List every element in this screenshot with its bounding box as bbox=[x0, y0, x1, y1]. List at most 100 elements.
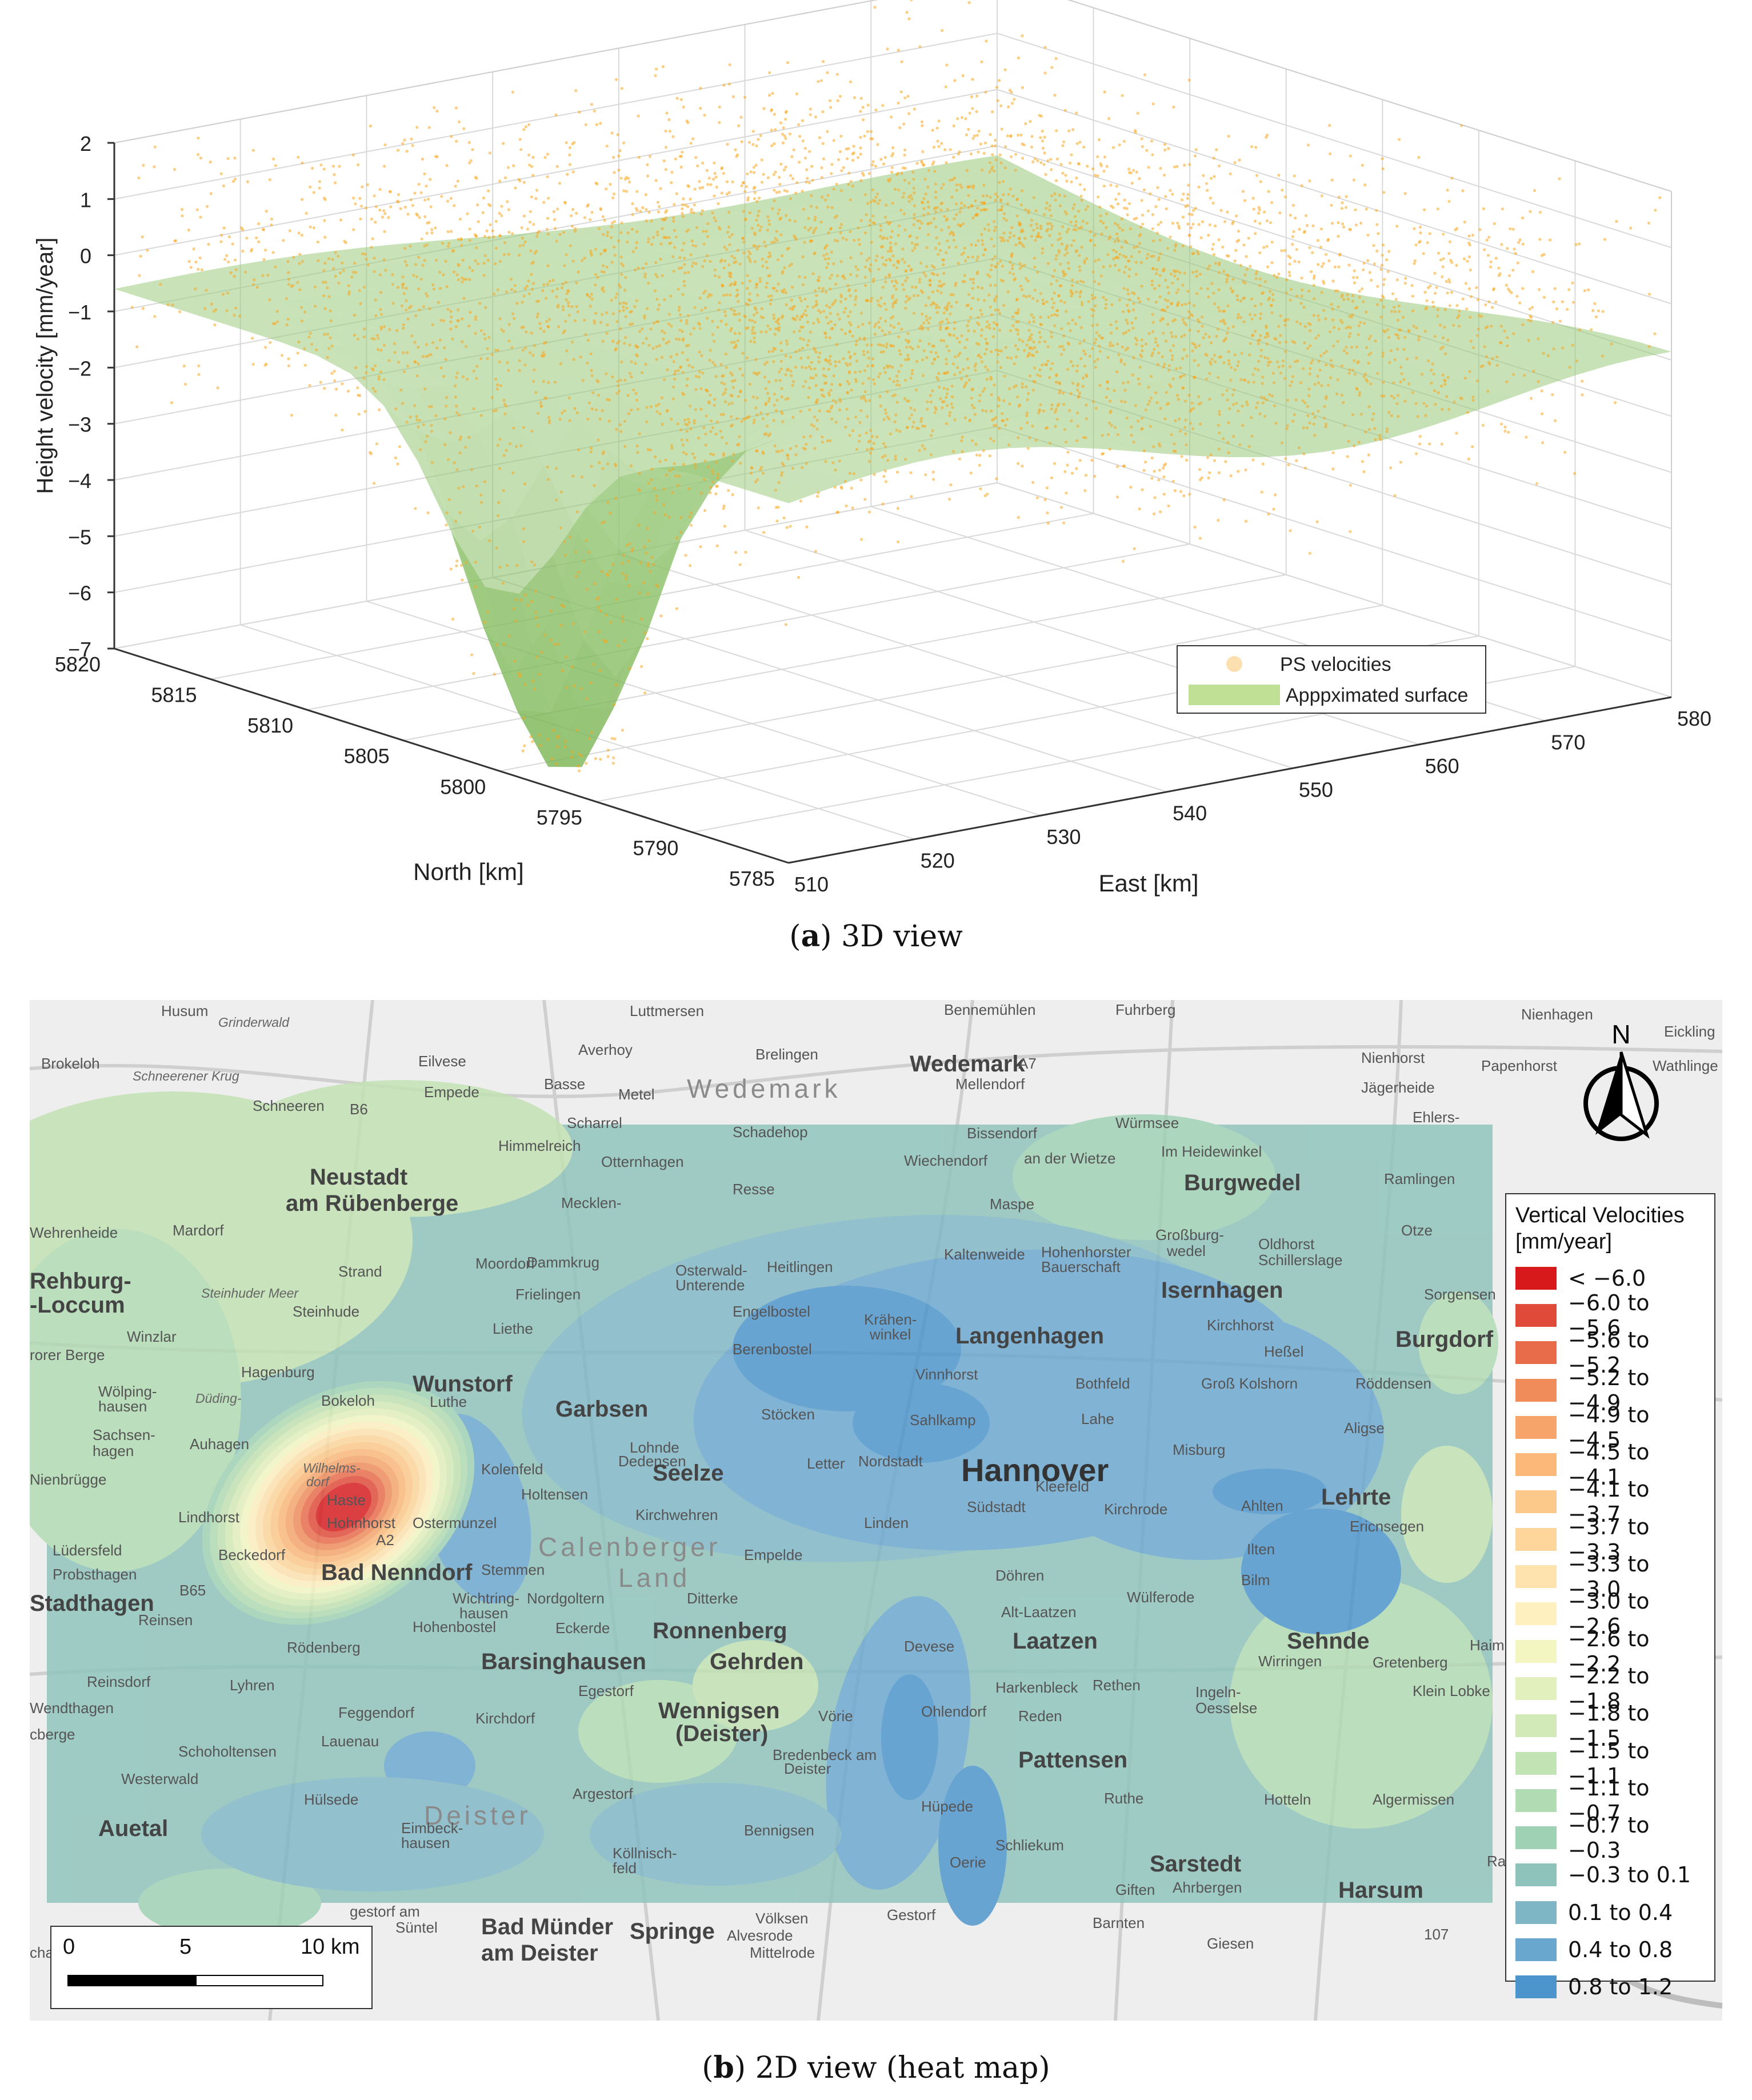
ps-point bbox=[1141, 213, 1145, 217]
ps-point bbox=[565, 349, 569, 353]
ps-point bbox=[863, 337, 866, 340]
ps-point bbox=[219, 240, 223, 243]
ps-point bbox=[900, 171, 903, 175]
ps-point bbox=[784, 623, 788, 626]
ps-point bbox=[966, 366, 970, 370]
surface-facet bbox=[811, 421, 877, 431]
ps-point bbox=[985, 194, 989, 198]
ps-point bbox=[1367, 427, 1371, 431]
ps-point bbox=[798, 296, 802, 299]
ps-point bbox=[1186, 193, 1190, 196]
ps-point bbox=[563, 540, 566, 543]
ps-point bbox=[1222, 437, 1225, 441]
ps-point bbox=[1151, 213, 1154, 217]
ps-point bbox=[859, 397, 863, 400]
ps-point bbox=[1281, 189, 1284, 192]
ps-point bbox=[1320, 384, 1323, 387]
ps-point bbox=[1109, 409, 1113, 413]
ps-point bbox=[999, 104, 1003, 107]
ps-point bbox=[677, 309, 681, 312]
ps-point bbox=[719, 319, 723, 323]
ps-point bbox=[1163, 143, 1167, 146]
surface-facet bbox=[1034, 419, 1100, 432]
surface-facet bbox=[991, 335, 1057, 357]
ps-point bbox=[947, 226, 950, 229]
ps-point bbox=[1114, 263, 1117, 267]
surface-facet bbox=[1606, 342, 1671, 358]
ps-point bbox=[786, 457, 790, 461]
surface-facet bbox=[776, 191, 842, 206]
ps-point bbox=[1490, 325, 1493, 328]
ps-point bbox=[834, 238, 837, 242]
ps-point bbox=[829, 320, 833, 323]
ps-point bbox=[977, 129, 981, 133]
ps-point bbox=[981, 390, 985, 393]
surface-facet bbox=[1033, 189, 1098, 210]
ps-point bbox=[1306, 405, 1309, 408]
ps-point bbox=[627, 177, 630, 180]
ps-point bbox=[1475, 286, 1478, 289]
ps-point bbox=[1343, 424, 1346, 427]
ps-point bbox=[784, 118, 787, 121]
surface-facet bbox=[278, 315, 344, 332]
ps-point bbox=[902, 191, 906, 195]
ps-point bbox=[1402, 378, 1406, 381]
ps-point bbox=[1417, 155, 1421, 159]
ps-point bbox=[1075, 467, 1078, 470]
ps-point bbox=[1132, 169, 1135, 172]
ps-point bbox=[990, 144, 994, 147]
ps-point bbox=[907, 112, 911, 115]
ps-point bbox=[624, 276, 627, 279]
ps-point bbox=[139, 254, 142, 258]
surface-facet bbox=[215, 319, 281, 332]
surface-facet bbox=[672, 377, 738, 395]
ps-point bbox=[714, 219, 718, 223]
ps-point bbox=[719, 260, 722, 263]
surface-facet bbox=[818, 461, 883, 481]
ps-point bbox=[1017, 462, 1020, 465]
ps-point bbox=[1355, 345, 1358, 349]
ps-point bbox=[1019, 285, 1022, 288]
ps-point bbox=[1250, 297, 1254, 301]
surface-facet bbox=[739, 390, 805, 405]
ps-point bbox=[1441, 336, 1445, 339]
ps-point bbox=[941, 201, 944, 205]
ps-point bbox=[1000, 239, 1003, 243]
ps-point bbox=[945, 218, 948, 222]
ps-point bbox=[871, 357, 875, 361]
ps-point bbox=[814, 550, 817, 553]
ps-point bbox=[371, 237, 374, 241]
surface-facet bbox=[533, 292, 598, 315]
ps-point bbox=[1242, 320, 1246, 323]
ps-point bbox=[805, 314, 808, 317]
surface-facet bbox=[375, 325, 441, 343]
surface-facet bbox=[899, 373, 965, 390]
ps-point bbox=[839, 231, 842, 235]
ps-point bbox=[829, 227, 833, 231]
surface-facet bbox=[1345, 338, 1411, 355]
ps-point bbox=[1418, 225, 1422, 229]
ps-point bbox=[1041, 129, 1044, 133]
ps-point bbox=[844, 297, 847, 301]
ps-point bbox=[233, 157, 237, 160]
ps-point bbox=[412, 274, 415, 277]
ps-point bbox=[685, 344, 688, 347]
ps-point bbox=[698, 370, 702, 374]
ps-point bbox=[1362, 268, 1365, 271]
ps-point bbox=[589, 249, 593, 253]
surface-facet bbox=[935, 399, 1001, 411]
ps-point bbox=[1322, 351, 1326, 355]
ps-point bbox=[822, 310, 826, 313]
ps-point bbox=[798, 135, 802, 138]
ps-point bbox=[1018, 338, 1021, 342]
ps-point bbox=[742, 417, 746, 421]
ps-point bbox=[280, 354, 284, 357]
surface-facet bbox=[211, 285, 277, 305]
surface-facet bbox=[506, 343, 571, 363]
ps-point bbox=[1345, 195, 1348, 198]
ps-point bbox=[807, 181, 811, 185]
ps-point bbox=[881, 455, 884, 459]
ps-point bbox=[704, 443, 707, 447]
ps-point bbox=[720, 381, 723, 385]
ps-point bbox=[1458, 310, 1461, 313]
